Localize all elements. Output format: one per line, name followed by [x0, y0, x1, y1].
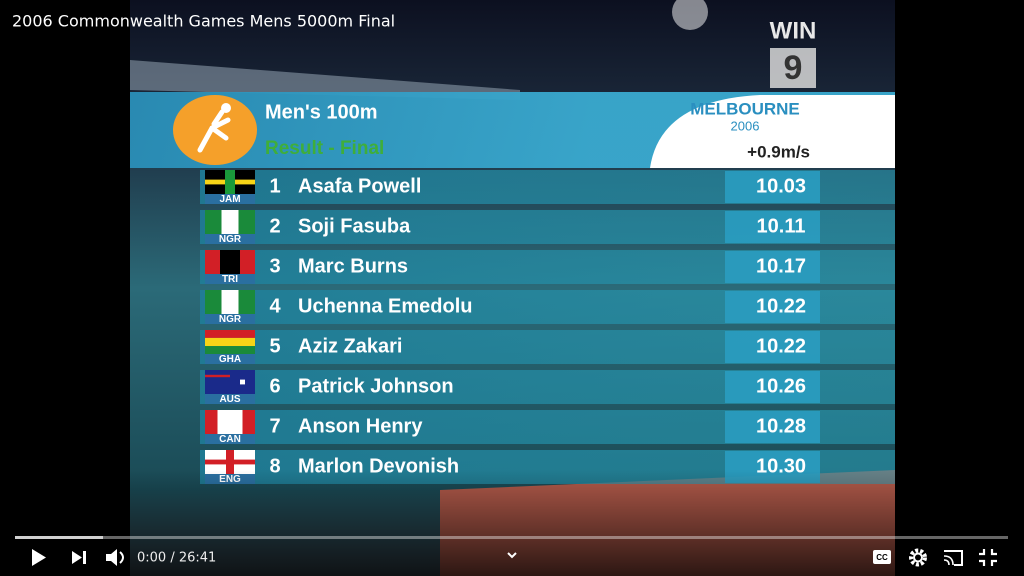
play-button[interactable] — [32, 549, 46, 566]
cast-button[interactable] — [943, 550, 963, 566]
result-row: NGR 2 Soji Fasuba 10.11 — [200, 210, 895, 245]
flag-part — [205, 346, 255, 354]
time-box — [725, 371, 820, 403]
rank: 2 — [269, 215, 280, 237]
flag-part — [240, 379, 245, 385]
result-row: CAN 7 Anson Henry 10.28 — [200, 410, 895, 445]
country-band — [205, 234, 255, 244]
floodlight — [672, 0, 708, 30]
flag-part — [221, 210, 239, 234]
runner-head — [221, 103, 231, 113]
rank: 1 — [269, 175, 280, 197]
wind-reading: +0.9m/s — [747, 142, 810, 161]
exit-fullscreen-button[interactable] — [979, 549, 997, 566]
rank: 7 — [269, 415, 280, 437]
settings-button[interactable] — [909, 548, 927, 567]
buffered-bar — [15, 536, 103, 539]
result-row: AUS 6 Patrick Johnson 10.26 — [200, 370, 895, 405]
country-code: GHA — [219, 354, 241, 365]
result-time: 10.17 — [756, 255, 806, 277]
rank: 5 — [269, 335, 280, 357]
time-box — [725, 411, 820, 443]
result-row: TRI 3 Marc Burns 10.17 — [200, 250, 895, 285]
athlete-name: Soji Fasuba — [298, 215, 411, 237]
country-code: CAN — [219, 434, 241, 445]
country-band — [205, 354, 255, 364]
country-band — [205, 394, 255, 404]
rank: 4 — [269, 295, 281, 317]
flag-part — [221, 290, 239, 314]
flag-part — [225, 170, 235, 194]
rank: 8 — [269, 455, 280, 477]
athlete-name: Anson Henry — [298, 415, 423, 437]
athlete-name: Aziz Zakari — [298, 335, 402, 357]
time-box — [725, 251, 820, 283]
logo-panel — [650, 95, 895, 168]
country-band — [205, 434, 255, 444]
athlete-name: Marc Burns — [298, 255, 408, 277]
result-time: 10.11 — [757, 215, 806, 237]
athlete-name: Uchenna Emedolu — [298, 295, 472, 317]
country-band — [205, 274, 255, 284]
flag-part — [220, 250, 240, 274]
result-row: JAM 1 Asafa Powell 10.03 — [200, 170, 895, 205]
next-button[interactable] — [72, 551, 86, 564]
runner-icon — [197, 109, 231, 153]
chapter-chevron[interactable] — [507, 552, 517, 559]
athlete-name: Asafa Powell — [298, 175, 421, 197]
captions-button[interactable]: CC — [873, 550, 891, 564]
channel-number: 9 — [784, 49, 803, 87]
games-city: MELBOURNE — [690, 99, 800, 118]
country-code: AUS — [219, 394, 240, 405]
channel-badge — [770, 48, 816, 88]
channel-name: WIN — [770, 17, 817, 44]
country-band — [205, 194, 255, 204]
result-time: 10.22 — [756, 295, 806, 317]
country-code: NGR — [219, 234, 242, 245]
volume-button[interactable] — [106, 549, 124, 566]
flag-part — [217, 410, 243, 434]
video-title[interactable]: 2006 Commonwealth Games Mens 5000m Final — [12, 12, 395, 31]
result-row: GHA 5 Aziz Zakari 10.22 — [200, 330, 895, 365]
country-band — [205, 314, 255, 324]
result-row: NGR 4 Uchenna Emedolu 10.22 — [200, 290, 895, 325]
flag-part — [205, 330, 255, 338]
result-time: 10.28 — [756, 415, 806, 437]
flag-part — [226, 450, 234, 474]
flag-part — [205, 337, 255, 347]
athlete-name: Patrick Johnson — [298, 375, 454, 397]
progress-bar[interactable] — [15, 536, 1008, 539]
svg-text:CC: CC — [876, 553, 888, 562]
time-box — [725, 171, 820, 203]
flag-part — [205, 374, 230, 378]
time-display: 0:00 / 26:41 — [137, 551, 216, 566]
event-stage: Result - Final — [265, 138, 384, 159]
time-box — [725, 331, 820, 363]
flag-part — [205, 370, 255, 394]
result-time: 10.22 — [756, 335, 806, 357]
result-time: 10.03 — [756, 175, 806, 197]
time-box — [725, 211, 820, 243]
country-code: NGR — [219, 314, 242, 325]
games-year: 2006 — [731, 118, 760, 133]
rank: 6 — [269, 375, 280, 397]
time-box — [725, 291, 820, 323]
country-code: JAM — [219, 194, 240, 205]
result-time: 10.26 — [756, 375, 806, 397]
stand-roof — [130, 60, 520, 100]
country-code: TRI — [222, 274, 238, 285]
event-title: Men's 100m — [265, 101, 378, 123]
rank: 3 — [269, 255, 280, 277]
